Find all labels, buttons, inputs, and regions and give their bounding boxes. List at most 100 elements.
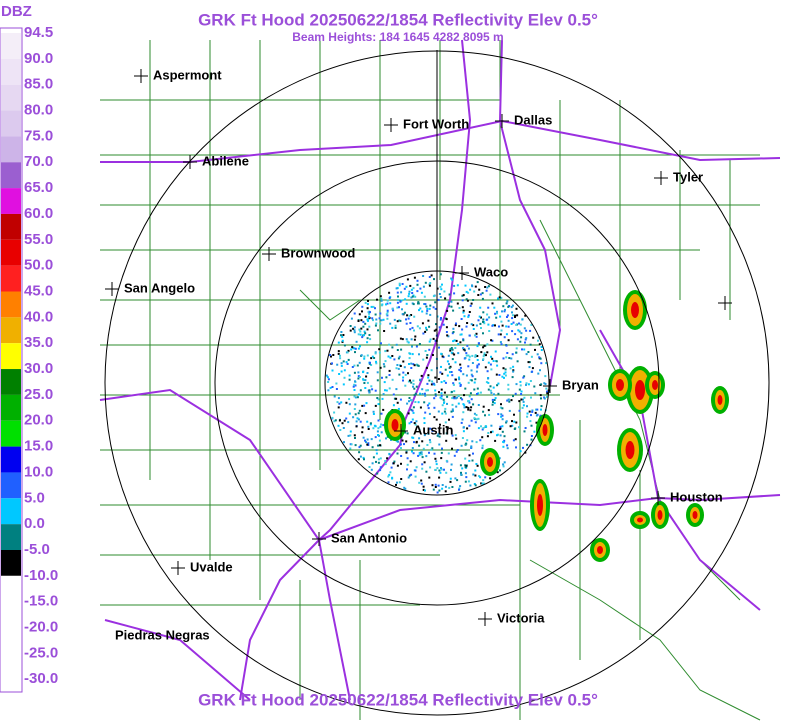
- echo-pixel: [396, 291, 399, 294]
- echo-pixel: [366, 307, 369, 310]
- echo-pixel: [339, 357, 342, 360]
- echo-pixel: [444, 407, 447, 410]
- echo-pixel: [527, 383, 530, 386]
- echo-pixel: [335, 388, 338, 390]
- echo-pixel: [468, 424, 471, 427]
- echo-pixel: [518, 330, 521, 333]
- echo-pixel: [357, 320, 360, 322]
- echo-pixel: [405, 451, 408, 454]
- echo-pixel: [462, 339, 465, 342]
- echo-pixel: [487, 323, 490, 326]
- echo-pixel: [474, 334, 476, 337]
- echo-pixel: [468, 358, 471, 361]
- echo-pixel: [353, 434, 356, 437]
- echo-pixel: [524, 427, 527, 429]
- echo-pixel: [465, 325, 468, 328]
- echo-pixel: [443, 391, 446, 394]
- echo-pixel: [432, 382, 435, 385]
- echo-pixel: [480, 316, 482, 319]
- echo-pixel: [487, 377, 490, 380]
- legend-swatch: [1, 58, 21, 85]
- echo-pixel: [461, 328, 464, 331]
- echo-pixel: [409, 352, 412, 355]
- echo-pixel: [470, 302, 473, 305]
- echo-pixel: [348, 403, 351, 406]
- echo-pixel: [504, 374, 507, 377]
- echo-pixel: [393, 397, 396, 400]
- echo-pixel: [403, 366, 406, 369]
- echo-pixel: [511, 424, 514, 427]
- legend-label: 0.0: [24, 515, 45, 532]
- echo-pixel: [434, 457, 437, 460]
- echo-pixel: [358, 451, 361, 454]
- echo-pixel: [516, 360, 519, 363]
- echo-pixel: [396, 452, 399, 455]
- echo-pixel: [463, 404, 466, 407]
- echo-pixel: [386, 299, 389, 302]
- echo-pixel: [433, 397, 436, 400]
- echo-pixel: [341, 335, 344, 338]
- echo-pixel: [353, 326, 356, 329]
- echo-pixel: [465, 374, 468, 377]
- echo-pixel: [339, 429, 342, 431]
- echo-pixel: [422, 488, 425, 491]
- echo-pixel: [354, 437, 356, 439]
- echo-pixel: [505, 325, 508, 328]
- echo-pixel: [445, 439, 448, 442]
- echo-pixel: [427, 376, 430, 379]
- echo-pixel: [452, 409, 454, 412]
- echo-pixel: [438, 293, 441, 295]
- echo-pixel: [425, 312, 428, 315]
- echo-pixel: [540, 362, 543, 365]
- echo-pixel: [445, 432, 448, 435]
- echo-pixel: [400, 462, 402, 465]
- echo-pixel: [350, 317, 353, 320]
- echo-pixel: [380, 319, 383, 322]
- echo-pixel: [476, 366, 479, 369]
- echo-pixel: [474, 378, 477, 381]
- echo-pixel: [453, 339, 456, 342]
- echo-pixel: [355, 340, 358, 343]
- echo-pixel: [353, 347, 356, 350]
- echo-pixel: [528, 366, 531, 369]
- echo-pixel: [486, 343, 489, 346]
- echo-pixel: [359, 455, 362, 458]
- echo-pixel: [480, 327, 482, 329]
- echo-pixel: [355, 420, 358, 423]
- echo-pixel: [379, 457, 382, 460]
- echo-pixel: [548, 391, 551, 393]
- echo-pixel: [368, 316, 371, 319]
- echo-pixel: [459, 485, 462, 488]
- legend-swatch: [1, 188, 21, 214]
- echo-pixel: [483, 344, 486, 347]
- echo-pixel: [353, 408, 356, 410]
- echo-pixel: [455, 437, 458, 440]
- echo-pixel: [421, 440, 424, 443]
- echo-pixel: [352, 416, 355, 419]
- echo-pixel: [465, 476, 468, 479]
- echo-pixel: [522, 400, 525, 403]
- echo-pixel: [468, 334, 471, 337]
- echo-pixel: [502, 440, 505, 443]
- echo-pixel: [505, 333, 508, 336]
- echo-pixel: [379, 425, 382, 428]
- echo-pixel: [530, 424, 533, 427]
- echo-pixel: [369, 361, 371, 364]
- echo-pixel: [357, 412, 360, 415]
- echo-pixel: [395, 287, 398, 290]
- echo-pixel: [515, 351, 518, 354]
- echo-pixel: [443, 468, 445, 471]
- echo-pixel: [439, 423, 441, 426]
- echo-pixel: [471, 375, 474, 378]
- echo-pixel: [354, 384, 357, 387]
- echo-pixel: [416, 290, 419, 293]
- echo-pixel: [470, 369, 473, 372]
- echo-pixel: [363, 334, 365, 337]
- legend-label: 70.0: [24, 153, 53, 170]
- echo-pixel: [363, 382, 366, 384]
- echo-pixel: [361, 310, 363, 313]
- county-line: [100, 99, 760, 606]
- echo-pixel: [432, 337, 435, 340]
- city-label: Uvalde: [190, 559, 233, 574]
- echo-pixel: [333, 411, 336, 414]
